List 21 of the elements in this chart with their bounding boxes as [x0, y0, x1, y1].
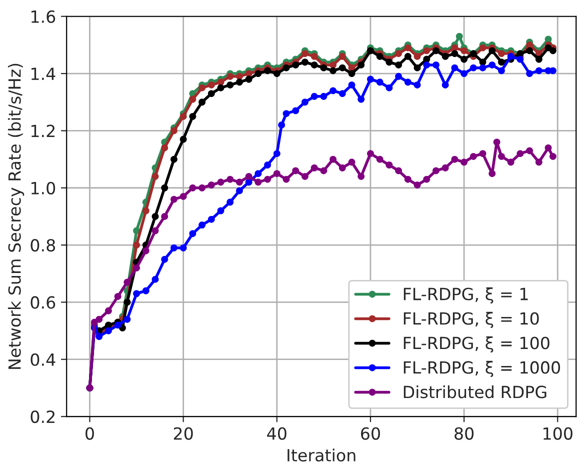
x-tick-label: 100	[544, 427, 572, 440]
y-tick-label: 0.6	[30, 296, 56, 309]
y-tick-label: 1.6	[31, 10, 56, 23]
y-tick-label: 1.0	[31, 182, 56, 194]
x-tick-label: 0	[86, 427, 94, 440]
y-tick-label: 1.2	[31, 124, 54, 138]
y-tick-label: 1.4	[31, 68, 56, 80]
y-tick-label: 0.4	[30, 353, 56, 366]
y-tick-label: 0.8	[30, 238, 56, 252]
y-tick-label: 0.2	[30, 410, 54, 424]
x-tick-label: 20	[174, 427, 193, 440]
legend-label: FL-RDPG, ξ = 100	[404, 336, 550, 353]
x-axis-title: Iteration	[288, 448, 356, 462]
y-axis-title: Network Sum Secrecy Rate (bit/s/Hz)	[8, 64, 24, 369]
legend-label: FL-RDPG, ξ = 1	[404, 287, 528, 304]
x-tick-label: 60	[361, 427, 380, 440]
legend-label: FL-RDPG, ξ = 1000	[404, 360, 560, 378]
x-tick-label: 40	[267, 427, 286, 440]
legend-label: Distributed RDPG	[404, 385, 546, 398]
x-tick-label: 80	[454, 427, 474, 440]
legend-label: FL-RDPG, ξ = 10	[404, 312, 539, 328]
